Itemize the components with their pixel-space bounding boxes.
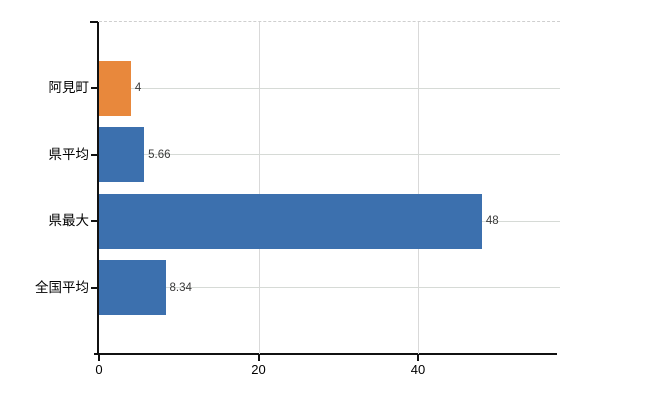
x-tick-label: 20 (251, 362, 266, 377)
row-gridline (99, 287, 560, 289)
value-label: 5.66 (148, 148, 171, 161)
plot-area-top-border (99, 21, 560, 22)
value-label: 4 (134, 82, 142, 95)
category-label: 阿見町 (48, 80, 90, 96)
x-axis-tick (98, 355, 100, 361)
x-axis-tick (257, 355, 260, 361)
category-label: 県最大 (48, 213, 90, 229)
y-axis-tick (91, 286, 98, 289)
y-axis-line (97, 22, 99, 354)
x-tick-label: 40 (410, 362, 426, 377)
category-label: 全国平均 (35, 279, 89, 295)
value-label: 8.34 (169, 281, 192, 294)
category-label: 県平均 (48, 146, 90, 162)
row-gridline (99, 87, 560, 89)
x-gridline (418, 22, 420, 354)
y-axis-tick (91, 87, 98, 90)
bar-1 (99, 127, 145, 183)
bar-0 (99, 60, 131, 116)
row-gridline (99, 154, 560, 156)
y-axis-top-tick (90, 21, 98, 23)
value-label: 48 (485, 215, 499, 228)
y-axis-tick (91, 153, 98, 156)
bar-3 (99, 260, 166, 316)
x-axis-line (94, 353, 557, 355)
y-axis-tick (91, 220, 98, 223)
x-tick-label: 0 (95, 362, 103, 377)
x-axis-tick (417, 355, 420, 361)
x-gridline (258, 22, 260, 354)
bar-2 (99, 193, 482, 249)
